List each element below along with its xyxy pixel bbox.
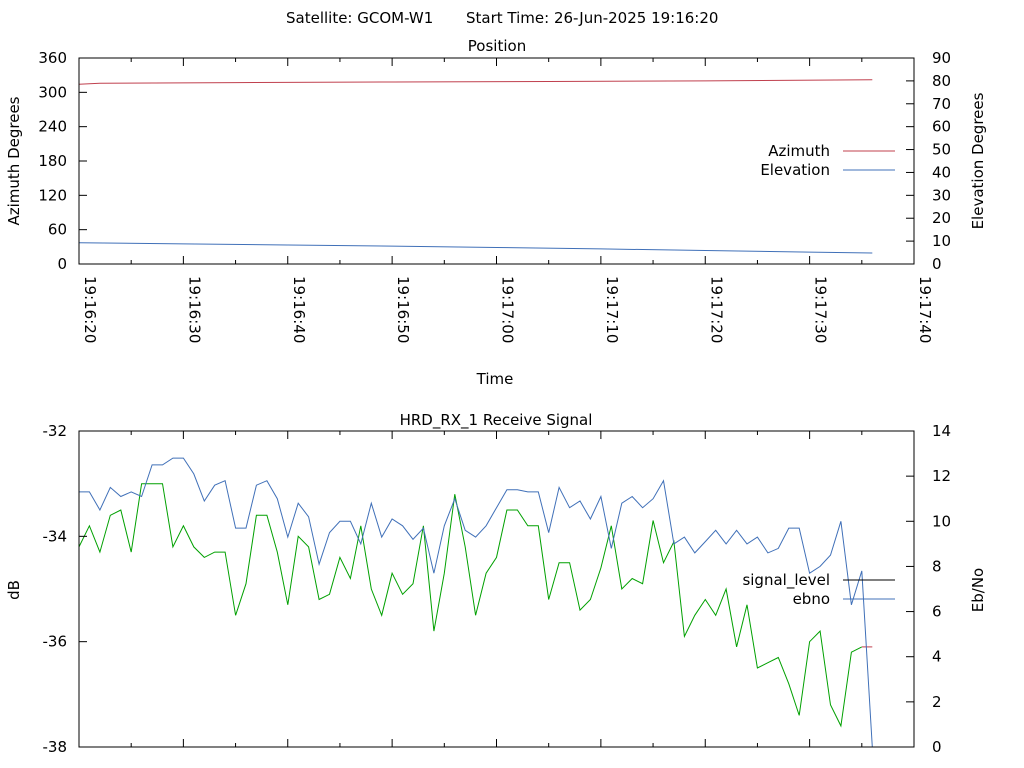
time-axis-label: Time: [476, 370, 514, 388]
elevation-axis-tick-label: 50: [932, 141, 951, 159]
signal-legend: signal_level ebno: [742, 571, 895, 608]
ebno-axis-tick-label: 14: [932, 422, 951, 440]
time-axis-tick-label: 19:16:50: [394, 276, 412, 343]
azimuth-axis: 0 60 120 180 240 300 360: [38, 49, 87, 273]
db-axis-tick-label: -36: [43, 633, 68, 651]
azimuth-axis-tick-label: 180: [38, 152, 67, 170]
position-legend: Azimuth Elevation: [760, 142, 895, 179]
ebno-axis-tick-label: 8: [932, 557, 942, 575]
ebno-axis-tick-label: 10: [932, 512, 951, 530]
time-axis-tick-label: 19:17:30: [812, 276, 830, 343]
position-chart: Position 0 60 120 180 240 300 360 0 10 20 30 40 50 6…: [5, 37, 987, 388]
signal-plot-frame: [78, 430, 915, 748]
signal-time-axis: [78, 431, 915, 747]
elevation-axis-label: Elevation Degrees: [969, 92, 987, 229]
legend-elevation-label: Elevation: [760, 161, 830, 179]
elevation-axis-tick-label: 20: [932, 209, 951, 227]
elevation-axis-tick-label: 10: [932, 232, 951, 250]
elevation-axis: 0 10 20 30 40 50 60 70 80 90: [906, 49, 951, 273]
ebno-axis-tick-label: 2: [932, 693, 942, 711]
legend-azimuth-label: Azimuth: [768, 142, 830, 160]
elevation-axis-tick-label: 30: [932, 186, 951, 204]
ebno-axis-tick-label: 0: [932, 738, 942, 756]
elevation-axis-tick-label: 70: [932, 95, 951, 113]
ebno-axis-label: Eb/No: [969, 568, 987, 612]
azimuth-axis-label: Azimuth Degrees: [5, 96, 23, 225]
elevation-axis-tick-label: 90: [932, 49, 951, 67]
signal-chart: HRD_RX_1 Receive Signal -38 -36 -34 -32 0 2 4…: [5, 411, 987, 756]
azimuth-axis-tick-label: 240: [38, 118, 67, 136]
elevation-axis-tick-label: 40: [932, 163, 951, 181]
signal-level-series-line: [78, 483, 863, 728]
ebno-axis-tick-label: 4: [932, 648, 942, 666]
ebno-axis-tick-label: 12: [932, 467, 951, 485]
position-chart-title: Position: [468, 37, 526, 55]
azimuth-series-line: [78, 79, 873, 85]
time-axis-tick-label: 19:17:00: [499, 276, 517, 343]
legend-signal-level-label: signal_level: [742, 571, 830, 590]
signal-plot-area: [78, 457, 873, 748]
time-axis-tick-label: 19:16:20: [81, 276, 99, 343]
elevation-axis-tick-label: 0: [932, 255, 942, 273]
db-axis: -38 -36 -34 -32: [43, 422, 87, 756]
elevation-series-line: [78, 242, 873, 254]
elevation-axis-tick-label: 60: [932, 118, 951, 136]
time-axis-tick-label: 19:17:10: [603, 276, 621, 343]
time-axis-tick-label: 19:16:30: [185, 276, 203, 343]
azimuth-axis-tick-label: 300: [38, 83, 67, 101]
satellite-label: Satellite: GCOM-W1: [286, 9, 433, 27]
azimuth-axis-tick-label: 360: [38, 49, 67, 67]
azimuth-axis-tick-label: 120: [38, 186, 67, 204]
signal-chart-title: HRD_RX_1 Receive Signal: [400, 411, 593, 430]
azimuth-axis-tick-label: 0: [57, 255, 67, 273]
db-axis-tick-label: -32: [43, 422, 68, 440]
time-axis-tick-label: 19:16:40: [290, 276, 308, 343]
ebno-axis-tick-label: 6: [932, 603, 942, 621]
legend-ebno-label: ebno: [793, 590, 830, 608]
start-time-label: Start Time: 26-Jun-2025 19:16:20: [466, 9, 718, 27]
db-axis-label: dB: [5, 580, 23, 600]
ebno-series-line: [79, 457, 873, 748]
db-axis-tick-label: -38: [43, 738, 68, 756]
elevation-axis-tick-label: 80: [932, 72, 951, 90]
db-axis-tick-label: -34: [43, 527, 68, 545]
time-axis-tick-label: 19:17:40: [916, 276, 934, 343]
time-axis-tick-label: 19:17:20: [707, 276, 725, 343]
ebno-axis: 0 2 4 6 8 10 12 14: [906, 422, 951, 756]
time-axis: 19:16:20 19:16:30 19:16:40 19:16:50 19:17:00…: [78, 58, 934, 343]
position-plot-area: [78, 79, 873, 254]
azimuth-axis-tick-label: 60: [48, 221, 67, 239]
